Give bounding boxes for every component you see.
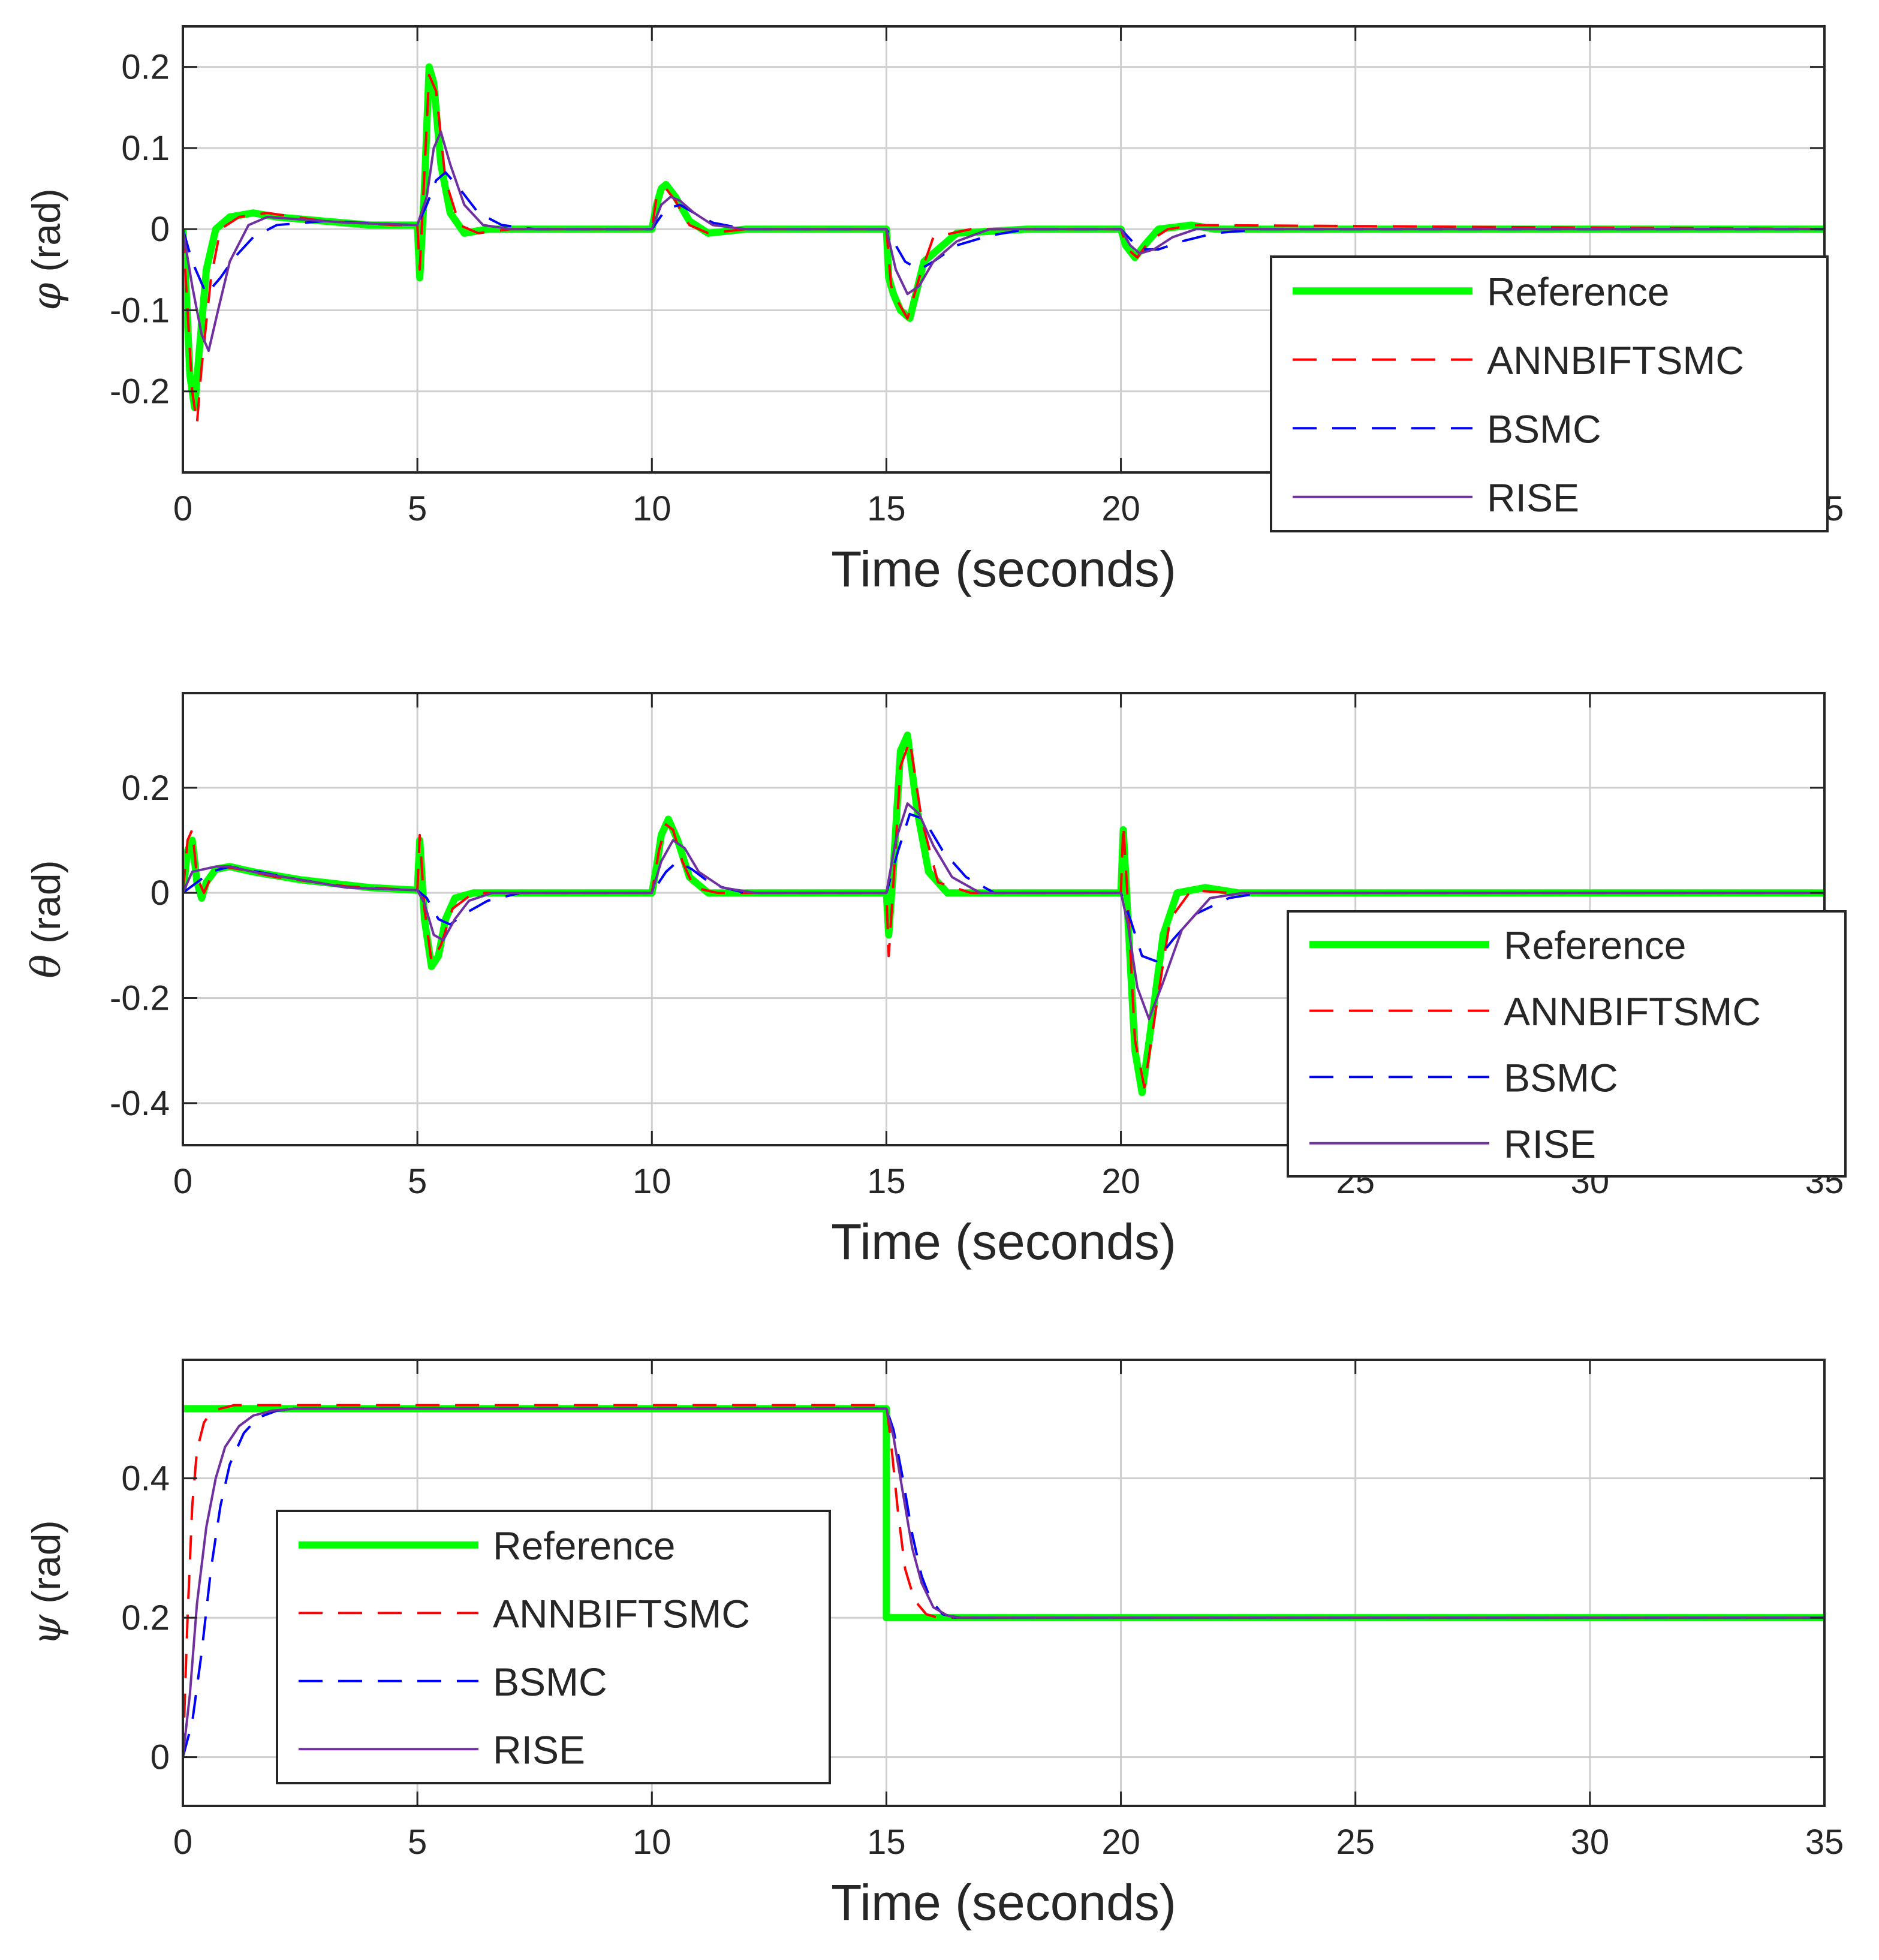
x-tick-label: 0 [173,489,192,528]
y-tick-label: -0.2 [110,979,170,1018]
legend-label-bsmc: BSMC [1504,1055,1618,1100]
legend-label-rise: RISE [493,1727,585,1772]
x-tick-label: 30 [1571,1823,1610,1862]
legend-label-reference: Reference [1487,269,1670,314]
subplot-psi: 0 5 10 15 20 25 30 35 0 0.2 0.4 Time (seconds) ψ (rad… [23,1359,1844,1931]
legend: Reference ANNBIFTSMC BSMC RISE [1287,910,1847,1178]
x-tick-label: 35 [1805,1823,1844,1862]
y-tick-label: 0 [150,874,170,913]
x-tick-label: 25 [1336,1823,1375,1862]
legend: Reference ANNBIFTSMC BSMC RISE [276,1510,831,1784]
axes-box [182,1359,1826,1807]
series-line-annbiftsmc [183,74,1824,425]
y-axis-unit: (rad) [24,188,68,272]
legend-label-bsmc: BSMC [493,1660,607,1704]
y-axis-symbol: ψ [23,1614,70,1646]
y-tick-label: 0 [150,210,170,249]
y-axis-label: θ (rad) [23,860,70,978]
x-tick-label: 5 [408,1162,427,1201]
y-axis-symbol: θ [23,955,70,979]
series-group [183,63,1824,425]
x-tick-label: 20 [1101,1823,1140,1862]
x-tick-label: 5 [408,489,427,528]
legend: Reference ANNBIFTSMC BSMC RISE [1270,255,1829,532]
series-line-annbiftsmc [183,1404,1824,1757]
y-tick-label: 0.1 [121,129,170,168]
legend-label-annbiftsmc: ANNBIFTSMC [493,1591,750,1636]
y-axis-unit: (rad) [24,1520,68,1603]
legend-label-rise: RISE [1487,475,1579,520]
legend-label-reference: Reference [1504,923,1687,967]
y-tick-label: -0.4 [110,1084,170,1123]
x-tick-label: 20 [1101,489,1140,528]
legend-label-annbiftsmc: ANNBIFTSMC [1504,989,1761,1034]
x-axis-label: Time (seconds) [831,1874,1176,1931]
series-line-rise [183,1407,1824,1757]
series-line-rise [183,130,1824,353]
x-tick-label: 10 [633,1162,671,1201]
y-tick-label: 0.2 [121,48,170,87]
legend-box [276,1510,831,1784]
x-tick-label: 15 [867,489,906,528]
y-tick-label: 0.2 [121,1598,170,1637]
y-tick-label: -0.1 [110,291,170,330]
axes-box [182,25,1826,474]
subplots: 0 5 10 15 20 25 30 35 -0.2 -0.1 0 0.1 0.2 Time (secon… [23,25,1847,1931]
series-group [183,731,1824,1097]
series-group [183,1404,1824,1758]
x-axis-label: Time (seconds) [831,541,1176,597]
legend-label-annbiftsmc: ANNBIFTSMC [1487,338,1744,383]
y-tick-label: -0.2 [110,372,170,411]
y-axis-label: φ (rad) [23,188,70,311]
x-tick-label: 15 [867,1162,906,1201]
x-axis-label: Time (seconds) [831,1214,1176,1270]
y-axis-symbol: φ [23,283,70,311]
x-tick-label: 10 [633,1823,671,1862]
legend-label-rise: RISE [1504,1122,1596,1166]
legend-label-bsmc: BSMC [1487,407,1601,451]
y-tick-label: 0.4 [121,1459,170,1498]
x-tick-label: 0 [173,1823,192,1862]
legend-box [1270,255,1829,532]
y-tick-label: 0 [150,1738,170,1777]
x-tick-label: 20 [1101,1162,1140,1201]
y-axis-unit: (rad) [24,860,68,943]
x-tick-label: 0 [173,1162,192,1201]
x-tick-label: 10 [633,489,671,528]
legend-box [1287,910,1847,1178]
x-tick-label: 5 [408,1823,427,1862]
y-tick-label: 0.2 [121,769,170,808]
legend-label-reference: Reference [493,1524,676,1568]
y-axis-label: ψ (rad) [23,1520,70,1645]
series-line-rise [183,802,1824,1020]
x-tick-label: 15 [867,1823,906,1862]
